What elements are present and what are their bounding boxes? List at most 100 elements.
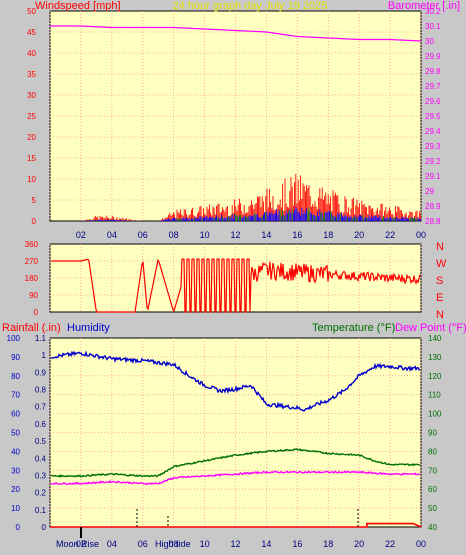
x-tick-label: 14 bbox=[261, 230, 271, 240]
barometer-series bbox=[50, 25, 422, 42]
x-tick-label: 12 bbox=[230, 230, 240, 240]
barometer-tick-label: 29.3 bbox=[425, 142, 441, 151]
direction-tick-label: 360 bbox=[25, 240, 39, 249]
x-tick-label: 20 bbox=[354, 539, 364, 549]
humidity-tick-label: 40 bbox=[11, 447, 20, 456]
barometer-tick-label: 29.5 bbox=[425, 112, 441, 121]
humidity-axis-label: Humidity bbox=[67, 322, 110, 334]
direction-tick-label: 90 bbox=[29, 291, 38, 300]
humidity-tick-label: 0 bbox=[16, 523, 21, 532]
humidity-tick-label: 60 bbox=[11, 410, 20, 419]
barometer-tick-label: 29.6 bbox=[425, 97, 441, 106]
barometer-axis-label: Barometer [.in] bbox=[388, 0, 460, 12]
compass-label: N bbox=[436, 241, 444, 253]
x-tick-label: 16 bbox=[292, 230, 302, 240]
x-tick-label: 08 bbox=[169, 230, 179, 240]
temperature-tick-label: 110 bbox=[428, 391, 441, 400]
humidity-tick-label: 20 bbox=[11, 485, 20, 494]
x-tick-label: 14 bbox=[261, 539, 271, 549]
direction-tick-label: 0 bbox=[34, 308, 39, 317]
x-tick-label: 16 bbox=[292, 539, 302, 549]
temperature-tick-label: 90 bbox=[428, 429, 437, 438]
temperature-tick-label: 60 bbox=[428, 485, 437, 494]
windspeed-series bbox=[81, 173, 422, 221]
high-tide-label: High tide bbox=[155, 539, 191, 549]
rainfall-tick-label: 0.2 bbox=[35, 489, 47, 498]
x-tick-label: 00 bbox=[416, 539, 426, 549]
windspeed-tick-label: 20 bbox=[27, 133, 36, 142]
rainfall-series bbox=[50, 522, 422, 528]
x-tick-label: 18 bbox=[323, 539, 333, 549]
rainfall-tick-label: 0.8 bbox=[35, 386, 47, 395]
windspeed-tick-label: 15 bbox=[27, 154, 36, 163]
x-tick-label: 08 bbox=[169, 539, 179, 549]
x-tick-label: 10 bbox=[200, 230, 210, 240]
temperature-tick-label: 40 bbox=[428, 523, 437, 532]
x-tick-label: 06 bbox=[138, 230, 148, 240]
windspeed-tick-label: 0 bbox=[32, 217, 37, 226]
temperature-tick-label: 140 bbox=[428, 334, 442, 343]
humidity-tick-label: 100 bbox=[7, 334, 21, 343]
humidity-tick-label: 10 bbox=[11, 504, 20, 513]
x-tick-label: 22 bbox=[385, 230, 395, 240]
temperature-axis-label: Temperature (°F) bbox=[312, 322, 395, 334]
barometer-tick-label: 29 bbox=[425, 187, 434, 196]
barometer-tick-label: 29.9 bbox=[425, 52, 441, 61]
rainfall-tick-label: 0.5 bbox=[35, 437, 47, 446]
direction-tick-label: 270 bbox=[25, 257, 39, 266]
rainfall-tick-label: 0.6 bbox=[35, 420, 47, 429]
x-tick-label: 12 bbox=[230, 539, 240, 549]
rainfall-tick-label: 0.1 bbox=[35, 506, 47, 515]
temperature-tick-label: 100 bbox=[428, 410, 442, 419]
compass-label: W bbox=[436, 258, 447, 270]
windspeed-tick-label: 45 bbox=[27, 28, 36, 37]
chart-title: 24 hour graph day July 19 2025 bbox=[173, 0, 328, 12]
temperature-tick-label: 70 bbox=[428, 466, 437, 475]
temperature-series bbox=[50, 448, 421, 478]
x-tick-label: 00 bbox=[416, 230, 426, 240]
rainfall-axis-label: Rainfall (.in) bbox=[2, 322, 61, 334]
barometer-tick-label: 28.8 bbox=[425, 217, 441, 226]
rainfall-tick-label: 0.4 bbox=[35, 454, 47, 463]
x-tick-label: 18 bbox=[323, 230, 333, 240]
windspeed-tick-label: 50 bbox=[27, 7, 36, 16]
x-tick-label: 06 bbox=[138, 539, 148, 549]
x-tick-label: 20 bbox=[354, 230, 364, 240]
humidity-series bbox=[50, 350, 421, 412]
windspeed-tick-label: 40 bbox=[27, 49, 36, 58]
compass-label: E bbox=[436, 292, 443, 304]
barometer-tick-label: 30.1 bbox=[425, 22, 441, 31]
compass-label: S bbox=[436, 275, 443, 287]
windspeed-tick-label: 35 bbox=[27, 70, 36, 79]
windspeed-tick-label: 10 bbox=[27, 175, 36, 184]
humidity-tick-label: 70 bbox=[11, 391, 20, 400]
humidity-tick-label: 80 bbox=[11, 372, 20, 381]
windspeed-tick-label: 5 bbox=[32, 196, 37, 205]
x-tick-label: 10 bbox=[200, 539, 210, 549]
barometer-tick-label: 29.1 bbox=[425, 172, 441, 181]
dewpoint-series bbox=[50, 470, 421, 486]
barometer-tick-label: 30 bbox=[425, 37, 434, 46]
windspeed-tick-label: 30 bbox=[27, 91, 36, 100]
temperature-tick-label: 120 bbox=[428, 372, 442, 381]
x-tick-label: 04 bbox=[107, 230, 117, 240]
compass-label: N bbox=[436, 309, 444, 321]
rainfall-tick-label: 0.3 bbox=[35, 471, 47, 480]
rainfall-tick-label: 1.1 bbox=[35, 334, 47, 343]
rainfall-tick-label: 1 bbox=[42, 351, 47, 360]
direction-tick-label: 180 bbox=[25, 274, 39, 283]
windspeed-axis-label: Windspeed [mph] bbox=[35, 0, 121, 12]
barometer-tick-label: 29.7 bbox=[425, 82, 441, 91]
barometer-tick-label: 29.4 bbox=[425, 127, 441, 136]
rainfall-tick-label: 0 bbox=[42, 523, 47, 532]
temperature-tick-label: 50 bbox=[428, 504, 437, 513]
direction-series bbox=[51, 258, 421, 313]
x-tick-label: 04 bbox=[107, 539, 117, 549]
x-tick-label: 02 bbox=[76, 539, 86, 549]
temperature-tick-label: 80 bbox=[428, 447, 437, 456]
barometer-tick-label: 28.9 bbox=[425, 202, 441, 211]
rainfall-tick-label: 0.7 bbox=[35, 403, 47, 412]
humidity-tick-label: 30 bbox=[11, 466, 20, 475]
